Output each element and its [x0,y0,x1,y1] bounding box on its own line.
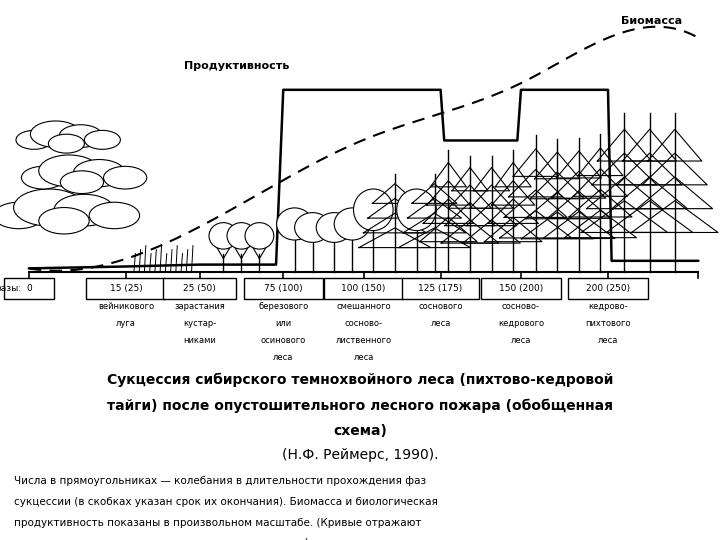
Bar [568,278,647,299]
Text: или: или [275,319,292,328]
Text: сукцессии (в скобках указан срок их окончания). Биомасса и биологическая: сукцессии (в скобках указан срок их окон… [14,497,438,507]
Text: сосново-: сосново- [502,302,540,312]
Circle shape [30,121,81,147]
Text: зарастания: зарастания [174,302,225,312]
Ellipse shape [245,222,274,249]
Text: 25 (50): 25 (50) [183,284,216,293]
Text: соснового: соснового [418,302,463,312]
Text: смешанного: смешанного [336,302,391,312]
Circle shape [59,125,102,147]
Text: вейникового: вейникового [98,302,154,312]
Bar [243,278,323,299]
Circle shape [54,194,114,226]
Circle shape [60,171,104,193]
Circle shape [16,131,52,149]
Text: пихтового: пихтового [585,319,631,328]
Circle shape [48,134,84,153]
Text: тайги) после опустошительного лесного пожара (обобщенная: тайги) после опустошительного лесного по… [107,399,613,413]
Bar [163,278,236,299]
Text: леса: леса [273,354,294,362]
Text: березового: березового [258,302,308,312]
Text: Продуктивность: Продуктивность [184,61,289,71]
Ellipse shape [276,208,312,240]
Text: никами: никами [183,336,216,346]
Circle shape [39,207,89,234]
Text: сосново-: сосново- [345,319,382,328]
Text: 100 (150): 100 (150) [341,284,386,293]
Bar [86,278,166,299]
Text: Числа в прямоугольниках — колебания в длительности прохождения фаз: Числа в прямоугольниках — колебания в дл… [14,476,426,486]
Text: фазы:: фазы: [0,284,22,293]
Ellipse shape [334,208,370,240]
Text: леса: леса [510,336,531,346]
Ellipse shape [316,213,352,242]
Ellipse shape [294,213,330,242]
Ellipse shape [354,189,393,231]
Text: 75 (100): 75 (100) [264,284,302,293]
Text: кедрового: кедрового [498,319,544,328]
Text: качественную и количественную стороны процесса.): качественную и количественную стороны пр… [14,538,309,540]
Text: продуктивность показаны в произвольном масштабе. (Кривые отражают: продуктивность показаны в произвольном м… [14,517,422,528]
Text: 125 (175): 125 (175) [418,284,463,293]
Text: 0: 0 [26,284,32,293]
Text: луга: луга [116,319,136,328]
Bar [482,278,561,299]
Text: осинового: осинового [261,336,306,346]
Text: (Н.Ф. Реймерс, 1990).: (Н.Ф. Реймерс, 1990). [282,448,438,462]
Text: 200 (250): 200 (250) [586,284,630,293]
Circle shape [14,189,84,226]
Text: Биомасса: Биомасса [621,16,682,26]
Circle shape [104,166,147,189]
Text: схема): схема) [333,424,387,438]
Circle shape [0,202,44,229]
Text: 150 (200): 150 (200) [499,284,543,293]
Bar [4,278,54,299]
Circle shape [73,159,125,187]
Ellipse shape [209,222,238,249]
Ellipse shape [397,189,436,231]
Bar [324,278,403,299]
Text: леса: леса [598,336,618,346]
Text: 15 (25): 15 (25) [109,284,143,293]
Bar [402,278,479,299]
Circle shape [84,131,120,149]
Text: Сукцессия сибирского темнохвойного леса (пихтово-кедровой: Сукцессия сибирского темнохвойного леса … [107,373,613,387]
Text: кустар-: кустар- [183,319,216,328]
Text: лиственного: лиственного [336,336,392,346]
Circle shape [22,166,65,189]
Text: леса: леса [354,354,374,362]
Ellipse shape [227,222,256,249]
Circle shape [39,155,99,187]
Circle shape [89,202,140,229]
Text: леса: леса [431,319,451,328]
Text: кедрово-: кедрово- [588,302,628,312]
